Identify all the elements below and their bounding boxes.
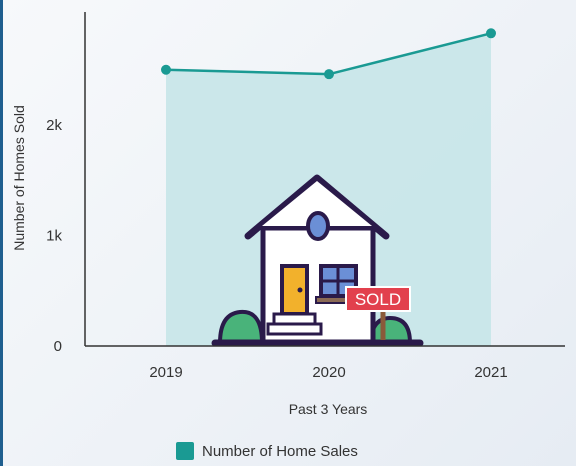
- legend: Number of Home Sales: [176, 441, 358, 461]
- sold-sign: SOLD: [345, 286, 411, 312]
- x-axis-title: Past 3 Years: [289, 401, 368, 417]
- data-point-2021: [486, 28, 496, 39]
- axes: 0 1k 2k 2019 2020 2021: [46, 12, 565, 381]
- data-point-2019: [161, 64, 171, 75]
- y-tick-label: 1k: [46, 228, 62, 245]
- y-axis-title: Number of Homes Sold: [11, 105, 27, 251]
- x-tick-label: 2020: [312, 364, 345, 381]
- house-sold-icon: [211, 174, 424, 347]
- data-point-2020: [324, 69, 334, 80]
- legend-swatch: [176, 442, 194, 460]
- window-edge: [0, 0, 3, 466]
- y-tick-label: 0: [54, 338, 62, 355]
- sold-sign-label: SOLD: [355, 290, 401, 309]
- legend-label: Number of Home Sales: [202, 442, 358, 460]
- x-tick-label: 2021: [474, 364, 507, 381]
- y-tick-label: 2k: [46, 117, 62, 134]
- x-tick-label: 2019: [149, 364, 182, 381]
